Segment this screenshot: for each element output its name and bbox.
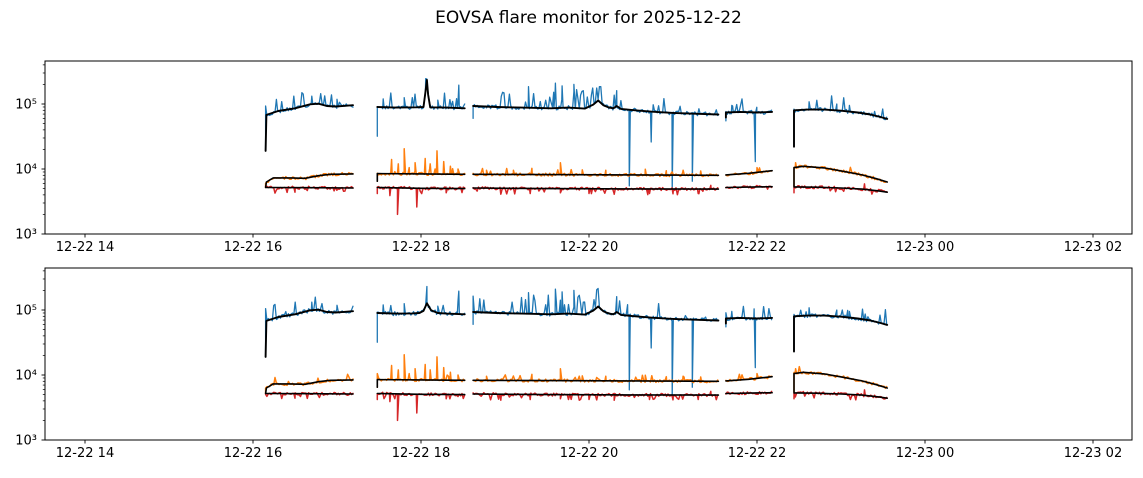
x-tick-label: 12-23 00 xyxy=(896,240,954,255)
series-high-band-raw-seg4 xyxy=(793,307,888,353)
x-tick-label: 12-22 16 xyxy=(224,240,282,255)
series-low-band-raw-seg4 xyxy=(793,183,888,195)
x-tick-label: 12-23 00 xyxy=(896,446,954,461)
series-mid-band-median-seg1 xyxy=(376,378,466,389)
series-high-band-raw-seg2 xyxy=(472,82,719,190)
axes-lower: 12-22 14 12-22 16 12-22 18 12-22 20 12-22 22… xyxy=(15,267,1133,461)
series-mid-band-median-seg1 xyxy=(376,172,466,182)
series-low-band-median-seg4 xyxy=(793,186,889,193)
x-tick-label: 12-22 20 xyxy=(560,240,618,255)
series-high-band-median-seg3 xyxy=(724,316,774,325)
y-tick-label: 10⁵ xyxy=(15,98,37,113)
x-tick-label: 12-22 14 xyxy=(56,446,114,461)
x-tick-label: 12-22 18 xyxy=(392,240,450,255)
y-tick-label: 10⁴ xyxy=(15,369,37,384)
series-low-band-raw-seg4 xyxy=(793,389,888,401)
x-tick-label: 12-22 20 xyxy=(560,446,618,461)
x-tick-label: 12-22 22 xyxy=(728,240,786,255)
x-tick-label: 12-23 02 xyxy=(1064,240,1122,255)
plot-border xyxy=(44,60,1133,235)
series-high-band-median-seg4 xyxy=(793,314,889,353)
series-low-band-median-seg1 xyxy=(376,186,466,190)
series-mid-band-raw-seg4 xyxy=(793,365,888,393)
x-tick-label: 12-22 14 xyxy=(56,240,114,255)
subplot-upper: 12-22 14 12-22 16 12-22 18 12-22 20 12-22 22… xyxy=(15,60,1133,255)
series-low-band-raw-seg2 xyxy=(472,184,719,196)
series-high-band-raw-seg2 xyxy=(472,287,719,396)
series-high-band-raw-seg3 xyxy=(725,305,773,369)
series-low-band-median-seg2 xyxy=(472,393,720,396)
series-low-band-median-seg1 xyxy=(376,392,466,396)
series-mid-band-raw-seg1 xyxy=(376,353,466,388)
series-mid-band-median-seg4 xyxy=(793,165,889,187)
series-high-band-median-seg1 xyxy=(376,78,466,110)
y-tick-label: 10⁵ xyxy=(15,304,37,319)
x-tick-label: 12-22 16 xyxy=(224,446,282,461)
series-low-band-median-seg3 xyxy=(725,185,773,189)
series-low-band-raw-seg1 xyxy=(376,391,466,422)
series-low-band-raw-seg1 xyxy=(376,185,466,216)
y-tick-label: 10⁴ xyxy=(15,163,37,178)
chart-title: EOVSA flare monitor for 2025-12-22 xyxy=(435,8,742,28)
series-mid-band-median-seg0 xyxy=(264,379,354,395)
x-tick-label: 12-22 22 xyxy=(728,446,786,461)
series-low-band-median-seg0 xyxy=(265,186,354,189)
series-mid-band-median-seg2 xyxy=(472,173,720,177)
series-high-band-raw-seg3 xyxy=(725,98,773,163)
series-mid-band-median-seg3 xyxy=(725,375,773,382)
series-high-band-raw-seg1 xyxy=(376,77,466,137)
series-high-band-median-seg1 xyxy=(376,302,466,316)
series-high-band-median-seg3 xyxy=(724,110,774,119)
series-mid-band-median-seg2 xyxy=(472,379,720,383)
series-high-band-median-seg2 xyxy=(472,99,720,116)
series-low-band-median-seg0 xyxy=(265,392,354,395)
series-low-band-median-seg2 xyxy=(472,187,720,190)
series-high-band-median-seg0 xyxy=(264,308,354,358)
series-mid-band-median-seg0 xyxy=(264,173,354,189)
series-high-band-median-seg4 xyxy=(793,108,889,148)
series-high-band-raw-seg0 xyxy=(264,92,354,152)
series-mid-band-median-seg4 xyxy=(793,371,889,393)
series-high-band-raw-seg0 xyxy=(264,296,354,358)
series-high-band-median-seg0 xyxy=(264,102,354,152)
x-tick-label: 12-23 02 xyxy=(1064,446,1122,461)
series-mid-band-median-seg3 xyxy=(725,169,773,176)
plot-border xyxy=(44,267,1133,441)
series-low-band-median-seg3 xyxy=(725,391,773,395)
series-mid-band-raw-seg1 xyxy=(376,147,466,182)
x-tick-label: 12-22 18 xyxy=(392,446,450,461)
axes-upper: 12-22 14 12-22 16 12-22 18 12-22 20 12-22 22… xyxy=(15,60,1133,255)
series-low-band-median-seg4 xyxy=(793,392,889,400)
series-high-band-median-seg2 xyxy=(472,305,720,322)
series-high-band-raw-seg4 xyxy=(793,95,888,148)
subplot-lower: 12-22 14 12-22 16 12-22 18 12-22 20 12-22 22… xyxy=(15,267,1133,461)
y-tick-label: 10³ xyxy=(15,228,37,243)
y-tick-label: 10³ xyxy=(15,434,37,449)
